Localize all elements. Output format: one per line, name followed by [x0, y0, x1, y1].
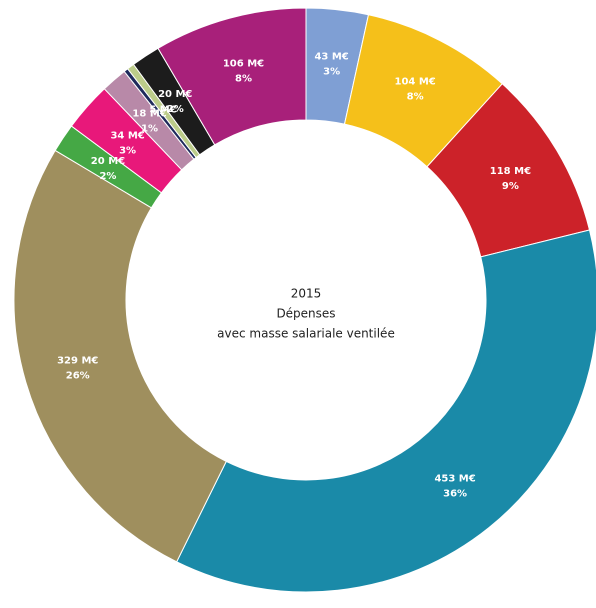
value-label: 43 M€ — [314, 51, 348, 62]
percent-label: 8% — [235, 73, 252, 84]
slices — [13, 7, 596, 593]
center-title: 2015 — [291, 287, 322, 301]
value-label: 5 M€ — [149, 105, 176, 116]
percent-label: 3% — [119, 145, 136, 156]
value-label: 18 M€ — [132, 109, 166, 120]
percent-label: 3% — [323, 66, 340, 77]
percent-label: 26% — [66, 370, 90, 381]
value-label: 329 M€ — [57, 355, 98, 366]
value-label: 34 M€ — [110, 130, 144, 141]
percent-label: 8% — [407, 91, 424, 102]
slice — [176, 229, 596, 593]
value-label: 20 M€ — [91, 156, 125, 167]
percent-label: 2% — [99, 171, 116, 182]
percent-label: 1% — [141, 124, 158, 135]
value-label: 453 M€ — [434, 474, 475, 485]
value-label: 106 M€ — [223, 58, 264, 69]
percent-label: 2% — [167, 104, 184, 115]
labels: 43 M€ 3% 104 M€ 8% 118 M€ 9% 453 M€ 36% 329 M€ 26… — [57, 51, 531, 499]
percent-label: 36% — [443, 489, 467, 500]
slice — [13, 149, 227, 563]
value-label: 104 M€ — [395, 76, 436, 87]
value-label: 118 M€ — [490, 166, 531, 177]
slice — [157, 7, 307, 146]
center-text: avec masse salariale ventilée — [217, 327, 395, 341]
percent-label: 9% — [502, 181, 519, 192]
value-label: 20 M€ — [158, 89, 192, 100]
center-text: Dépenses — [276, 307, 335, 321]
